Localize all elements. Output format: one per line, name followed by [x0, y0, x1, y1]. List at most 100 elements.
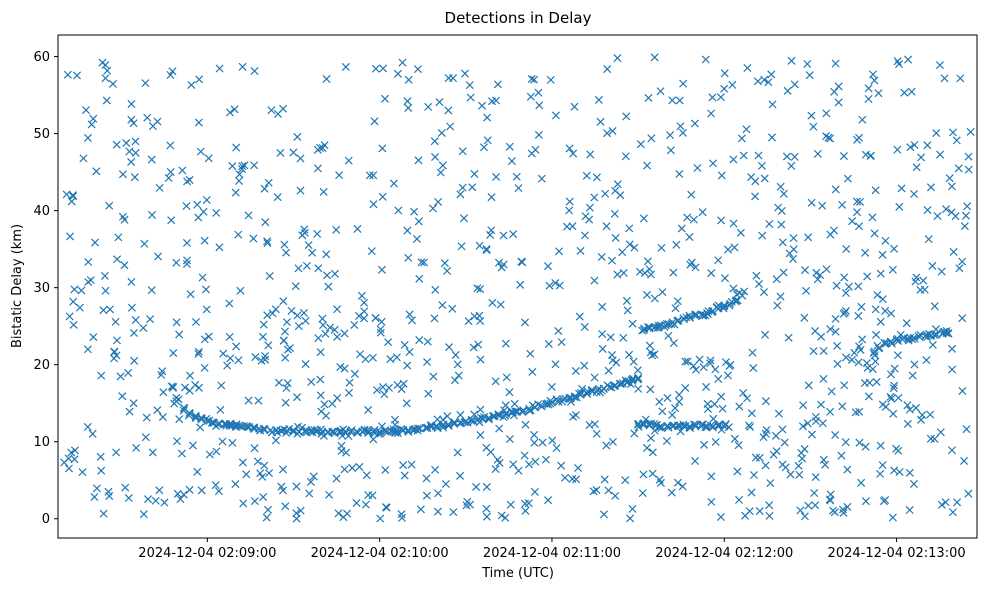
- data-point-clutter: [760, 75, 769, 84]
- data-point-clutter: [466, 500, 475, 509]
- data-point-clutter: [647, 134, 656, 143]
- data-point-clutter: [729, 284, 738, 293]
- data-point-clutter: [194, 383, 204, 392]
- data-point-clutter: [355, 462, 364, 471]
- data-point-clutter: [730, 434, 739, 443]
- data-point-clutter: [437, 128, 446, 138]
- data-point-clutter: [294, 264, 303, 273]
- data-point-clutter: [389, 179, 398, 188]
- data-point-clutter: [905, 468, 914, 477]
- data-point-clutter: [691, 263, 700, 272]
- data-point-clutter: [625, 224, 634, 233]
- data-point-clutter: [838, 200, 847, 209]
- data-point-clutter: [942, 329, 951, 338]
- data-point-clutter: [872, 377, 881, 386]
- data-point-clutter: [873, 290, 882, 300]
- data-point-clutter: [370, 117, 379, 126]
- data-point-clutter: [180, 383, 190, 392]
- data-point-clutter: [194, 213, 203, 222]
- data-point-clutter: [100, 271, 109, 280]
- data-point-clutter: [639, 470, 648, 479]
- data-point-clutter: [468, 183, 477, 192]
- data-point-clutter: [743, 64, 752, 73]
- data-point-clutter: [376, 325, 385, 334]
- data-point-clutter: [935, 61, 944, 70]
- data-point-clutter: [364, 405, 373, 414]
- data-point-clutter: [169, 349, 178, 358]
- data-point-track-upper: [673, 316, 682, 325]
- data-point-clutter: [668, 410, 677, 419]
- data-point-clutter: [685, 232, 694, 242]
- data-point-clutter: [621, 152, 630, 161]
- data-point-clutter: [142, 413, 151, 422]
- data-point-track-main: [172, 393, 181, 402]
- data-point-clutter: [520, 318, 530, 327]
- data-point-track-main: [404, 428, 413, 437]
- data-point-clutter: [903, 401, 912, 410]
- data-point-clutter: [527, 74, 536, 84]
- data-point-clutter: [858, 115, 867, 124]
- data-point-clutter: [273, 193, 282, 202]
- data-point-clutter: [319, 187, 328, 196]
- data-point-clutter: [127, 99, 136, 109]
- data-point-track-main: [525, 406, 534, 415]
- data-point-track-main: [610, 382, 619, 391]
- data-point-clutter: [379, 64, 388, 73]
- data-point-clutter: [153, 406, 162, 415]
- data-point-clutter: [526, 349, 535, 358]
- data-point-track-upper: [691, 310, 700, 319]
- data-point-clutter: [120, 261, 129, 270]
- data-point-clutter: [571, 366, 580, 376]
- data-point-clutter: [466, 93, 475, 102]
- data-point-clutter: [905, 405, 914, 414]
- data-point-clutter: [158, 413, 167, 422]
- data-point-clutter: [336, 363, 345, 372]
- data-point-clutter: [73, 71, 82, 80]
- data-point-clutter: [127, 303, 136, 312]
- data-point-clutter: [716, 512, 725, 522]
- data-point-track-main: [559, 395, 568, 404]
- data-point-clutter: [271, 436, 280, 445]
- data-point-clutter: [726, 360, 735, 369]
- data-point-clutter: [902, 319, 911, 328]
- data-point-clutter: [689, 361, 698, 370]
- data-point-clutter: [797, 448, 806, 457]
- data-point-clutter: [714, 374, 723, 383]
- data-point-clutter: [453, 448, 462, 457]
- data-point-clutter: [139, 323, 148, 332]
- data-point-clutter: [751, 192, 760, 201]
- data-point-clutter: [195, 75, 204, 84]
- data-point-clutter: [642, 443, 652, 452]
- data-point-clutter: [963, 202, 972, 211]
- data-point-clutter: [931, 325, 940, 334]
- data-point-clutter: [778, 425, 787, 434]
- data-point-clutter: [739, 389, 748, 398]
- data-point-clutter: [557, 461, 566, 470]
- data-point-track-upper: [638, 326, 647, 335]
- data-point-clutter: [834, 98, 843, 107]
- data-point-clutter: [70, 285, 79, 294]
- data-point-clutter: [476, 431, 485, 440]
- data-point-clutter: [805, 71, 814, 80]
- data-point-clutter: [575, 312, 584, 321]
- data-point-clutter: [176, 495, 185, 504]
- data-point-clutter: [102, 96, 111, 105]
- data-point-clutter: [530, 75, 539, 84]
- data-point-clutter: [356, 350, 365, 359]
- data-point-clutter: [505, 142, 514, 151]
- data-point-clutter: [646, 434, 656, 443]
- data-point-clutter: [114, 233, 123, 242]
- data-point-clutter: [890, 381, 899, 390]
- data-point-clutter: [164, 174, 173, 183]
- data-point-clutter: [626, 514, 635, 523]
- data-point-clutter: [582, 171, 591, 180]
- data-point-clutter: [642, 290, 651, 299]
- data-point-clutter: [470, 312, 479, 321]
- data-point-track-flat-12: [685, 423, 694, 432]
- data-point-clutter: [689, 215, 698, 224]
- data-point-clutter: [923, 141, 932, 150]
- data-point-clutter: [488, 298, 497, 307]
- data-point-clutter: [616, 191, 625, 200]
- data-point-clutter: [267, 106, 276, 115]
- data-point-clutter: [761, 461, 770, 470]
